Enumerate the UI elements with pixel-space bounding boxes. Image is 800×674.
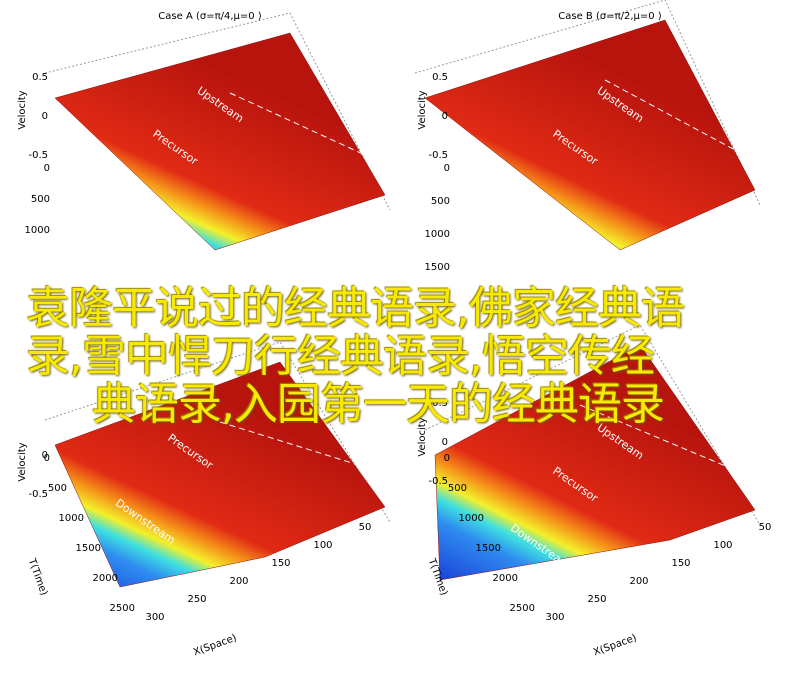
surface [424,19,756,251]
t-tick-label: 500 [448,483,467,494]
front-line [229,92,366,156]
z-axis-label: Velocity [417,417,428,456]
x-tick-label: 50 [359,522,372,533]
z-tick-label: 0 [42,450,48,461]
x-axis-label: X(Space) [592,633,638,659]
surface [54,32,386,251]
front-line [604,79,736,151]
t-tick-label: 0 [44,163,50,174]
t-tick-label: 1500 [425,262,450,273]
z-tick-label: -0.5 [428,150,448,161]
z-tick-label: 0.5 [432,398,448,409]
z-axis-label: Velocity [417,90,428,129]
x-tick-label: 100 [313,540,332,551]
x-tick-label: 300 [145,612,164,623]
t-tick-label: 1500 [76,543,101,554]
t-tick-label: 0 [444,453,450,464]
t-tick-label: 2500 [110,603,135,614]
z-tick-label: 0.5 [432,72,448,83]
z-tick-label: 0 [42,111,48,122]
t-tick-label: 1000 [459,513,484,524]
x-tick-label: 200 [229,576,248,587]
x-tick-label: 300 [545,612,564,623]
t-tick-label: 0 [444,163,450,174]
t-tick-label: 500 [31,194,50,205]
front-line [579,404,736,471]
x-tick-label: 150 [271,558,290,569]
surface [434,344,756,581]
x-tick-label: 150 [671,558,690,569]
x-tick-label: 50 [759,522,772,533]
z-tick-label: 0.5 [32,72,48,83]
t-tick-label: 2000 [93,573,118,584]
t-tick-label: 500 [48,483,67,494]
t-axis-label: T(Time) [25,556,49,597]
t-tick-label: 1000 [25,225,50,236]
t-tick-label: 500 [431,196,450,207]
z-tick-label: -0.5 [28,150,48,161]
x-axis-label: X(Space) [192,633,238,659]
t-tick-label: 2000 [493,573,518,584]
z-tick-label: 0 [442,111,448,122]
panel-title: Case A (σ=π/4,μ=0 ) [158,11,262,22]
t-tick-label: 2500 [510,603,535,614]
z-tick-label: 0 [442,437,448,448]
z-axis-label: Velocity [17,442,28,481]
t-tick-label: 1000 [425,229,450,240]
z-tick-label: -0.5 [428,476,448,487]
x-tick-label: 250 [187,594,206,605]
x-tick-label: 250 [587,594,606,605]
box-edge [44,12,391,211]
overlay-line: 袁隆平说过的经典语录,佛家经典语 [26,283,685,334]
t-tick-label: 1000 [59,513,84,524]
x-tick-label: 100 [713,540,732,551]
t-tick-label: 1500 [476,543,501,554]
z-axis-label: Velocity [17,90,28,129]
front-line [219,421,366,468]
z-tick-label: -0.5 [28,489,48,500]
x-tick-label: 200 [629,576,648,587]
panel-title: Case B (σ=π/2,μ=0 ) [558,11,662,22]
overlay-line: 录,雪中悍刀行经典语录,悟空传经 [26,331,655,382]
t-tick-label: 0 [44,453,50,464]
box-edge [44,341,391,523]
surface [54,361,386,588]
overlay-line: 典语录,入园第一天的经典语录 [92,379,665,430]
